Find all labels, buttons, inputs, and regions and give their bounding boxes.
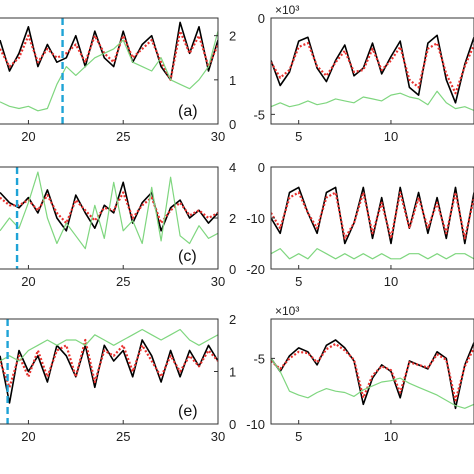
y-tick-label: 1 xyxy=(229,365,236,380)
axes-frame xyxy=(0,17,219,125)
series-line-green xyxy=(271,358,474,409)
x-tick-label: 25 xyxy=(116,274,130,289)
axis-multiplier: ×10³ xyxy=(275,3,299,17)
x-tick-label: 5 xyxy=(295,274,302,289)
axes-frame xyxy=(270,166,474,270)
series-line-red-dotted xyxy=(271,191,474,240)
series-line-black xyxy=(271,339,474,410)
panel-label: (e) xyxy=(178,403,198,420)
x-tick-label: 5 xyxy=(295,429,302,444)
series-line-black xyxy=(0,21,218,81)
x-tick-label: 25 xyxy=(116,429,130,444)
series-line-black xyxy=(271,186,474,245)
series-line-green xyxy=(0,171,218,250)
x-tick-label: 20 xyxy=(21,274,35,289)
y-tick-label: 0 xyxy=(229,117,236,132)
y-tick-label: -10 xyxy=(246,211,265,226)
series-line-red-dotted xyxy=(271,42,474,95)
series-line-red-dotted xyxy=(0,338,218,389)
axes-frame xyxy=(270,17,474,125)
panel-label-bg xyxy=(175,400,209,420)
y-tick-label: -5 xyxy=(253,351,265,366)
y-tick-label: -20 xyxy=(246,262,265,277)
series-line-red-dotted xyxy=(271,342,474,402)
x-tick-label: 20 xyxy=(21,129,35,144)
y-tick-label: 1 xyxy=(229,73,236,88)
panel-label: (c) xyxy=(178,248,197,265)
y-tick-label: 0 xyxy=(258,160,265,175)
series-line-green xyxy=(0,31,218,112)
y-tick-label: 2 xyxy=(229,312,236,327)
axis-multiplier: ×10³ xyxy=(275,304,299,318)
y-tick-label: 0 xyxy=(229,417,236,432)
x-tick-label: 10 xyxy=(384,274,398,289)
x-tick-label: 30 xyxy=(211,129,225,144)
x-tick-label: 30 xyxy=(211,274,225,289)
y-tick-label: 4 xyxy=(229,160,236,175)
x-tick-label: 10 xyxy=(384,429,398,444)
series-line-green xyxy=(271,248,474,260)
y-tick-label: 0 xyxy=(258,11,265,26)
series-line-green xyxy=(0,328,218,362)
series-line-black xyxy=(0,339,218,404)
y-tick-label: 0 xyxy=(229,262,236,277)
y-tick-label: 2 xyxy=(229,211,236,226)
y-tick-label: -5 xyxy=(253,107,265,122)
panel-label: (a) xyxy=(178,103,198,120)
y-tick-label: -10 xyxy=(246,417,265,432)
series-line-red-dotted xyxy=(0,30,218,81)
x-tick-label: 10 xyxy=(384,129,398,144)
y-tick-label: 2 xyxy=(229,29,236,44)
x-tick-label: 5 xyxy=(295,129,302,144)
panel-label-bg xyxy=(175,245,209,265)
series-line-green xyxy=(271,90,474,112)
panel-label-bg xyxy=(175,100,209,120)
axes-frame xyxy=(270,318,474,425)
x-tick-label: 30 xyxy=(211,429,225,444)
series-line-black xyxy=(271,34,474,104)
x-tick-label: 20 xyxy=(21,429,35,444)
x-tick-label: 25 xyxy=(116,129,130,144)
